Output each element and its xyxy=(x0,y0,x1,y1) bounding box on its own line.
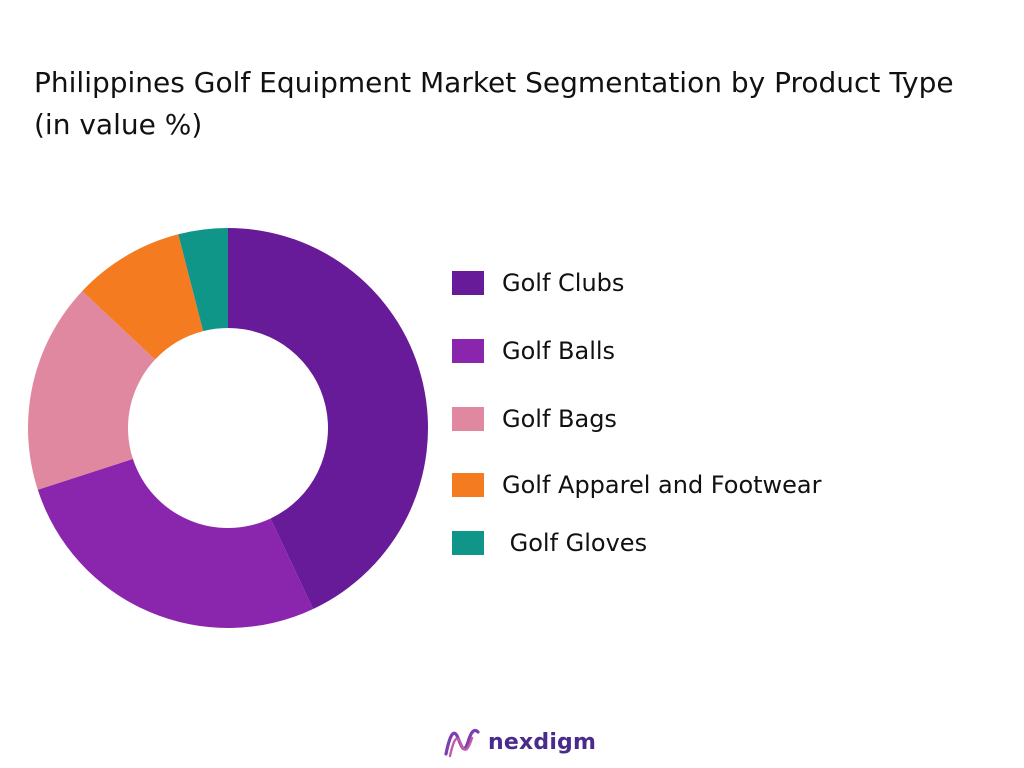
legend-item-golf-bags: Golf Bags xyxy=(452,399,822,439)
legend-swatch xyxy=(452,531,484,555)
donut-slice-golf-bags xyxy=(28,291,156,490)
legend-swatch xyxy=(452,339,484,363)
legend-swatch xyxy=(452,407,484,431)
chart-title: Philippines Golf Equipment Market Segmen… xyxy=(34,66,954,141)
legend: Golf Clubs Golf Balls Golf Bags Golf App… xyxy=(452,263,822,563)
legend-label: Golf Clubs xyxy=(502,269,625,297)
legend-swatch xyxy=(452,271,484,295)
nexdigm-logo-icon xyxy=(444,728,480,758)
donut-slices xyxy=(28,228,428,628)
logo-text: nexdigm xyxy=(488,729,597,755)
legend-label: Golf Apparel and Footwear xyxy=(502,471,822,499)
legend-item-golf-gloves: Golf Gloves xyxy=(452,523,822,563)
legend-label: Golf Gloves xyxy=(502,529,648,557)
donut-slice-golf-balls xyxy=(37,458,314,628)
legend-item-golf-balls: Golf Balls xyxy=(452,331,822,371)
legend-label: Golf Balls xyxy=(502,337,616,365)
legend-swatch xyxy=(452,473,484,497)
donut-slice-golf-gloves xyxy=(178,228,228,332)
legend-item-golf-apparel-footwear: Golf Apparel and Footwear xyxy=(452,465,822,505)
nexdigm-logo: nexdigm xyxy=(442,722,596,762)
legend-label: Golf Bags xyxy=(502,405,617,433)
donut-slice-golf-apparel-and-footwear xyxy=(82,234,204,360)
donut-slice-golf-clubs xyxy=(228,228,428,609)
legend-item-golf-clubs: Golf Clubs xyxy=(452,263,822,303)
